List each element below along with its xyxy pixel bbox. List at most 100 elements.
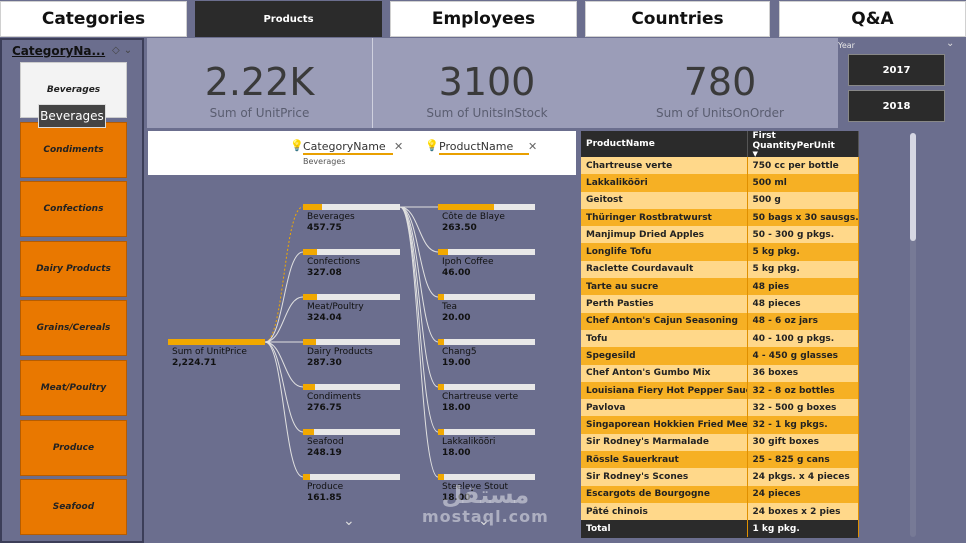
tree-node-bar[interactable]	[438, 474, 535, 480]
table-row[interactable]: Tofu 40 - 100 g pkgs.	[581, 329, 859, 348]
lightbulb-icon: 💡	[290, 139, 304, 152]
table-row[interactable]: Longlife Tofu 5 kg pkg.	[581, 243, 859, 261]
column-header-productname[interactable]: ProductName	[581, 131, 748, 157]
tree-node-bar[interactable]	[438, 294, 535, 300]
tree-node-bar-fill	[438, 429, 444, 435]
table-row[interactable]: Perth Pasties 48 pieces	[581, 295, 859, 313]
chevron-down-icon[interactable]: ⌄	[478, 513, 490, 529]
cell-quantityperunit: 48 pies	[747, 278, 859, 296]
tree-level1-node-value: 287.30	[307, 358, 342, 368]
table-scrollbar[interactable]	[910, 133, 916, 537]
kpi-card-unitsonorder: 780 Sum of UnitsOnOrder	[602, 38, 838, 128]
tree-node-bar-fill	[438, 294, 444, 300]
column-header-quantityperunit[interactable]: First QuantityPerUnit ▼	[747, 131, 859, 158]
crumb-productname[interactable]: ProductName	[439, 140, 514, 153]
top-nav: Categories Products Employees Countries …	[0, 0, 966, 38]
table-row[interactable]: Manjimup Dried Apples 50 - 300 g pkgs.	[581, 226, 859, 244]
kpi-divider	[372, 38, 373, 128]
year-option-2017[interactable]: 2017	[848, 54, 945, 86]
tab-categories[interactable]: Categories	[0, 1, 187, 37]
close-icon[interactable]: ✕	[394, 140, 404, 153]
category-item-meat-poultry[interactable]: Meat/Poultry	[20, 360, 127, 416]
table-row[interactable]: Sir Rodney's Scones 24 pkgs. x 4 pieces	[581, 468, 859, 486]
crumb-underline	[439, 153, 529, 155]
table-row[interactable]: Chef Anton's Gumbo Mix 36 boxes	[581, 364, 859, 382]
tree-node-bar-fill	[438, 204, 494, 210]
cell-quantityperunit: 5 kg pkg.	[747, 260, 859, 279]
chevron-down-icon[interactable]: ⌄	[343, 513, 355, 529]
tree-node-bar[interactable]	[438, 429, 535, 435]
tree-level1-node-name: Seafood	[307, 437, 344, 447]
sort-desc-icon: ▼	[752, 150, 758, 158]
cell-productname: Lakkalikööri	[581, 174, 748, 192]
table-row[interactable]: Escargots de Bourgogne 24 pieces	[581, 485, 859, 503]
tree-node-bar[interactable]	[303, 429, 400, 435]
table-row[interactable]: Thüringer Rostbratwurst 50 bags x 30 saus…	[581, 208, 859, 227]
tree-node-bar[interactable]	[168, 339, 265, 345]
hover-tooltip: Beverages	[38, 104, 106, 128]
category-item-produce[interactable]: Produce	[20, 420, 127, 476]
tree-node-bar[interactable]	[438, 249, 535, 255]
tree-node-bar[interactable]	[438, 339, 535, 345]
cell-quantityperunit: 4 - 450 g glasses	[747, 347, 859, 365]
tree-level2-node-value: 18.00	[442, 493, 471, 503]
category-item-seafood[interactable]: Seafood	[20, 479, 127, 535]
table-row[interactable]: Geitost 500 g	[581, 191, 859, 209]
table-row[interactable]: Rössle Sauerkraut 25 - 825 g cans	[581, 451, 859, 469]
table-row[interactable]: Chartreuse verte 750 cc per bottle	[581, 157, 859, 175]
eraser-icon[interactable]: ◇⌄	[112, 45, 137, 56]
category-item-condiments[interactable]: Condiments	[20, 122, 127, 178]
tree-level1-node-value: 324.04	[307, 313, 342, 323]
cell-productname: Rössle Sauerkraut	[581, 451, 748, 469]
tree-connectors	[264, 206, 439, 478]
scrollbar-thumb[interactable]	[910, 133, 916, 241]
cell-quantityperunit: 24 pkgs. x 4 pieces	[747, 468, 859, 486]
tree-level2-node-value: 263.50	[442, 223, 477, 233]
chevron-down-icon[interactable]: ⌄	[946, 38, 955, 49]
table-row[interactable]: Chef Anton's Cajun Seasoning 48 - 6 oz ja…	[581, 312, 859, 330]
kpi-label: Sum of UnitsInStock	[426, 106, 548, 120]
cell-quantityperunit: 750 cc per bottle	[747, 157, 859, 175]
year-option-2018[interactable]: 2018	[848, 90, 945, 122]
tab-employees[interactable]: Employees	[390, 1, 577, 37]
tree-node-bar[interactable]	[303, 384, 400, 390]
tree-node-bar[interactable]	[303, 249, 400, 255]
close-icon[interactable]: ✕	[528, 140, 538, 153]
table-row[interactable]: Lakkalikööri 500 ml	[581, 174, 859, 192]
tab-products[interactable]: Products	[195, 1, 382, 37]
table-row[interactable]: Pâté chinois 24 boxes x 2 pies	[581, 502, 859, 521]
tree-level2-node-name: Côte de Blaye	[442, 212, 505, 222]
tree-node-bar[interactable]	[438, 204, 535, 210]
category-item-dairy-products[interactable]: Dairy Products	[20, 241, 127, 297]
table-row[interactable]: Spegesild 4 - 450 g glasses	[581, 347, 859, 365]
cell-quantityperunit: 32 - 500 g boxes	[747, 399, 859, 417]
table-row[interactable]: Louisiana Fiery Hot Pepper Sauce 32 - 8 o…	[581, 381, 859, 400]
tree-connector-line	[264, 341, 304, 478]
tree-level2-node-name: Lakkaliköõri	[442, 437, 496, 447]
tree-node-bar[interactable]	[303, 474, 400, 480]
tree-node-bar[interactable]	[303, 339, 400, 345]
table-row[interactable]: Sir Rodney's Marmalade 30 gift boxes	[581, 433, 859, 452]
category-item-confections[interactable]: Confections	[20, 181, 127, 237]
tab-qa[interactable]: Q&A	[779, 1, 966, 37]
tree-root-value: 2,224.71	[172, 358, 217, 368]
tree-level2-node-name: Steeleye Stout	[442, 482, 509, 492]
table-row[interactable]: Pavlova 32 - 500 g boxes	[581, 399, 859, 417]
tree-node-bar[interactable]	[303, 294, 400, 300]
crumb-categoryname[interactable]: CategoryName	[303, 140, 386, 153]
tree-node-bar[interactable]	[303, 204, 400, 210]
table-row[interactable]: Singaporean Hokkien Fried Mee 32 - 1 kg p…	[581, 416, 859, 434]
kpi-card-unitsinstock: 3100 Sum of UnitsInStock	[372, 38, 602, 128]
tab-countries[interactable]: Countries	[585, 1, 770, 37]
cell-quantityperunit: 36 boxes	[747, 364, 859, 382]
tree-level2-node-value: 18.00	[442, 448, 471, 458]
tree-node-bar[interactable]	[438, 384, 535, 390]
cell-productname: Geitost	[581, 191, 748, 209]
table-row[interactable]: Tarte au sucre 48 pies	[581, 278, 859, 296]
tree-level2-node-name: Tea	[442, 302, 458, 312]
tree-level1-node-name: Dairy Products	[307, 347, 373, 357]
cell-quantityperunit: 32 - 8 oz bottles	[747, 381, 859, 400]
table-row[interactable]: Raclette Courdavault 5 kg pkg.	[581, 260, 859, 279]
category-item-grains-cereals[interactable]: Grains/Cereals	[20, 300, 127, 356]
watermark-url: mostaql.com	[422, 507, 549, 526]
